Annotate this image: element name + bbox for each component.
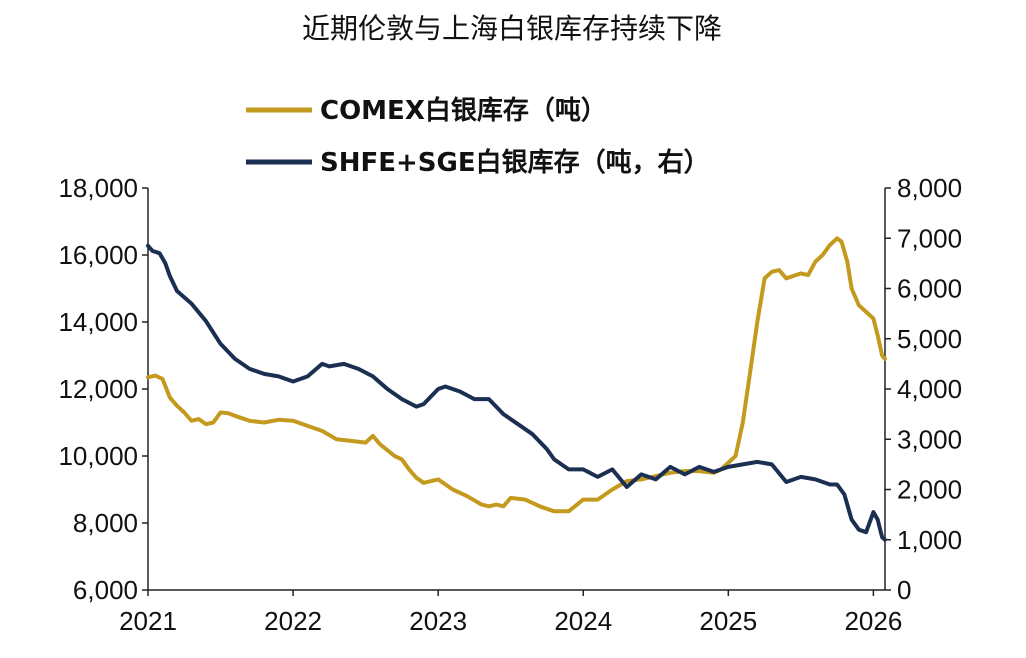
axes: 6,000 8,000 10,000 12,000 14,000 16,000 18,000…	[58, 173, 962, 636]
series-line-shfe-sge	[146, 243, 887, 542]
x-tick-label: 2021	[119, 606, 177, 636]
right-tick-label: 1,000	[897, 525, 962, 555]
x-tick-label: 2022	[264, 606, 322, 636]
chart-title: 近期伦敦与上海白银库存持续下降	[302, 12, 722, 45]
right-tick-label: 6,000	[897, 274, 962, 304]
right-tick-label: 0	[897, 575, 911, 605]
left-tick-label: 6,000	[73, 575, 138, 605]
left-tick-label: 16,000	[58, 240, 138, 270]
left-tick-label: 14,000	[58, 307, 138, 337]
x-tick-label: 2023	[409, 606, 467, 636]
left-tick-label: 8,000	[73, 508, 138, 538]
right-tick-label: 3,000	[897, 424, 962, 454]
series-line-comex	[146, 236, 887, 514]
x-tick-label: 2024	[554, 606, 612, 636]
left-tick-label: 12,000	[58, 374, 138, 404]
right-tick-label: 8,000	[897, 173, 962, 203]
legend-label-comex: COMEX白银库存（吨）	[320, 95, 607, 126]
right-tick-label: 2,000	[897, 475, 962, 505]
left-tick-label: 18,000	[58, 173, 138, 203]
left-tick-label: 10,000	[58, 441, 138, 471]
x-tick-label: 2025	[699, 606, 757, 636]
x-tick-label: 2026	[844, 606, 902, 636]
legend-label-shfe-sge: SHFE+SGE白银库存（吨，右）	[320, 147, 710, 178]
right-tick-label: 4,000	[897, 374, 962, 404]
legend: COMEX白银库存（吨） SHFE+SGE白银库存（吨，右）	[246, 95, 710, 178]
right-tick-label: 5,000	[897, 324, 962, 354]
right-tick-label: 7,000	[897, 223, 962, 253]
plot-lines	[146, 236, 887, 542]
